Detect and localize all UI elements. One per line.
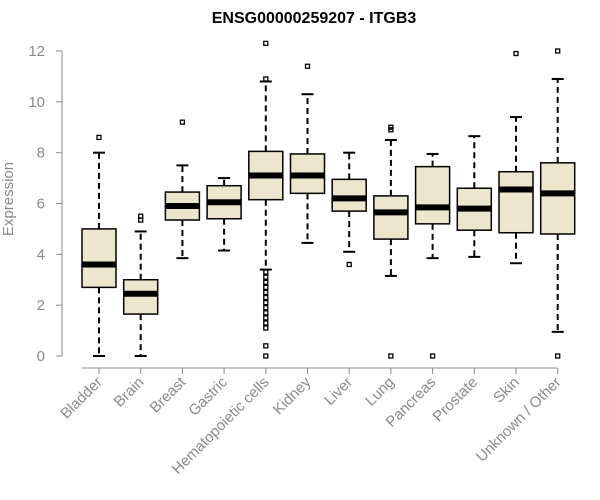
outlier-point — [263, 40, 269, 47]
outlier-point — [555, 353, 561, 359]
x-tick-label: Skin — [490, 374, 523, 407]
y-tick-label: 12 — [28, 43, 45, 60]
iqr-box — [331, 178, 367, 212]
y-tick-label: 6 — [37, 196, 45, 213]
x-tick-label: Bladder — [57, 374, 106, 423]
box-group — [164, 119, 201, 260]
box-group — [122, 213, 159, 357]
outlier-point — [388, 124, 394, 130]
iqr-box — [81, 228, 117, 289]
outlier-point — [555, 48, 561, 54]
box-group — [373, 124, 409, 359]
outlier-point — [513, 50, 519, 57]
outlier-point — [263, 315, 269, 321]
outlier-point — [304, 63, 311, 69]
outlier-point — [263, 269, 269, 275]
outlier-point — [138, 213, 144, 219]
box-group — [456, 135, 493, 258]
outlier-point — [263, 284, 269, 291]
x-tick-label: Prostate — [430, 374, 482, 426]
outlier-point — [263, 305, 269, 311]
outlier-point — [263, 299, 269, 306]
outlier-point — [263, 279, 269, 285]
box-group — [498, 50, 534, 265]
outlier-point — [263, 353, 269, 359]
iqr-box — [373, 195, 409, 240]
y-tick-label: 8 — [37, 145, 45, 162]
x-tick-label: Brain — [111, 374, 148, 411]
iqr-box — [498, 170, 534, 234]
y-tick-label: 2 — [37, 297, 45, 314]
outlier-point — [263, 76, 269, 82]
box-group — [414, 152, 451, 359]
outlier-point — [388, 353, 394, 359]
box-group — [206, 177, 242, 252]
outlier-point — [263, 289, 269, 296]
outlier-point — [346, 261, 352, 268]
boxplot-groups — [81, 40, 576, 359]
outlier-point — [96, 134, 102, 141]
y-tick-label: 10 — [28, 94, 45, 111]
chart-title: ENSG00000259207 - ITGB3 — [212, 10, 417, 27]
outlier-point — [263, 320, 269, 326]
outlier-point — [429, 353, 436, 359]
y-tick-label: 4 — [37, 246, 45, 263]
outlier-point — [179, 119, 186, 125]
outlier-point — [263, 294, 269, 301]
box-group — [248, 40, 284, 359]
box-group — [539, 48, 576, 359]
y-tick-label: 0 — [37, 348, 45, 365]
iqr-box — [539, 162, 576, 235]
y-axis-label: Expression — [0, 162, 17, 236]
box-group — [81, 134, 117, 357]
y-axis-ticks: 0 2 4 6 8 10 12 — [28, 43, 62, 365]
box-group — [289, 63, 326, 244]
iqr-box — [414, 165, 451, 225]
outlier-point — [263, 343, 269, 349]
x-tick-label: Breast — [147, 373, 190, 416]
iqr-box — [122, 279, 159, 315]
outlier-point — [263, 310, 269, 316]
outlier-point — [263, 325, 269, 331]
x-tick-label: Kidney — [270, 373, 315, 418]
x-tick-label: Liver — [321, 374, 356, 409]
outlier-point — [263, 274, 269, 280]
box-group — [331, 151, 367, 268]
x-tick-label: Lung — [362, 374, 398, 410]
